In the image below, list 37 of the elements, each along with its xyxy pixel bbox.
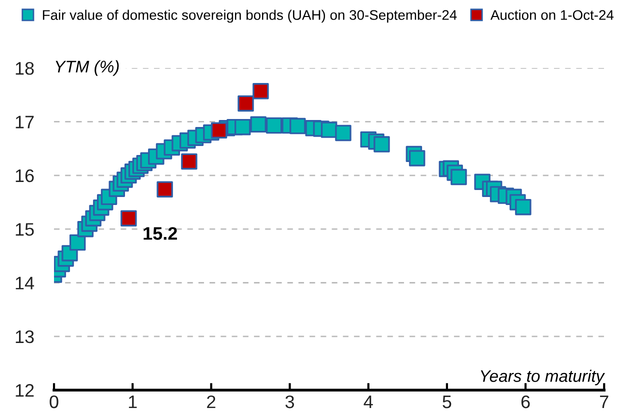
x-tick-label: 3 [285,395,294,408]
x-axis-title: Years to maturity [480,370,605,386]
x-tick-label: 6 [521,395,530,408]
point [69,234,86,251]
point [515,198,532,216]
point [238,95,254,112]
point [450,168,467,186]
point [290,118,306,134]
point [335,124,352,142]
point [210,122,228,138]
point [181,153,198,170]
y-tick-label: 16 [16,169,34,182]
legend-label: Auction on 1-Oct-24 [490,10,614,20]
y-tick-label: 14 [16,276,34,290]
point [374,136,390,152]
x-tick-label: 7 [600,396,608,408]
x-tick-label: 4 [364,396,373,408]
x-tick-label: 0 [50,395,58,408]
point [250,116,266,133]
point [120,210,137,226]
y-tick-label: 12 [16,384,34,397]
y-tick-label: 17 [16,116,34,128]
y-axis-title: YTM (%) [56,60,119,76]
x-tick-label: 1 [128,396,137,408]
point [320,122,338,138]
y-tick-label: 15 [16,223,34,236]
point [156,181,173,198]
point [252,83,269,100]
y-tick-label: 13 [16,330,34,344]
point [234,118,251,136]
y-tick-label: 18 [16,62,34,75]
point [408,150,426,166]
x-tick-label: 5 [442,396,452,408]
point [266,117,282,134]
legend-label: Fair value of domestic sovereign bonds (UAH) on 30-September-24 [42,10,457,23]
data-label: 15.2 [144,227,177,240]
x-tick-label: 2 [207,395,216,408]
